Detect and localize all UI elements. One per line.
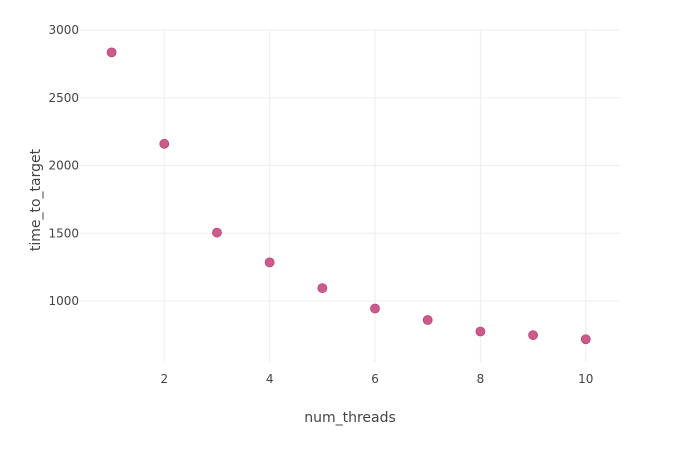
data-point[interactable] [159,138,170,149]
data-point[interactable] [422,315,433,325]
data-point[interactable] [212,227,222,238]
y-tick-labels: 1000 1500 2000 2500 3000 [48,23,79,308]
y-tick-label: 1000 [48,294,79,308]
data-point[interactable] [317,283,328,294]
data-point[interactable] [580,334,591,345]
data-point[interactable] [370,303,380,314]
data-point[interactable] [528,330,538,341]
data-points [106,47,591,345]
x-tick-label: 8 [477,372,485,386]
y-tick-label: 3000 [48,23,79,37]
x-tick-label: 10 [578,372,593,386]
x-axis-title: num_threads [304,410,396,426]
data-point[interactable] [106,47,117,58]
x-tick-label: 4 [266,372,274,386]
x-tick-label: 6 [371,372,379,386]
y-axis-title: time_to_target [28,148,44,251]
y-tick-label: 2500 [48,91,79,105]
data-point[interactable] [475,326,486,337]
data-point[interactable] [264,257,275,268]
x-tick-label: 2 [160,372,168,386]
y-tick-label: 1500 [48,226,79,240]
x-tick-labels: 2 4 6 8 10 [160,372,593,386]
grid-layer [80,29,620,362]
y-tick-label: 2000 [48,159,79,173]
